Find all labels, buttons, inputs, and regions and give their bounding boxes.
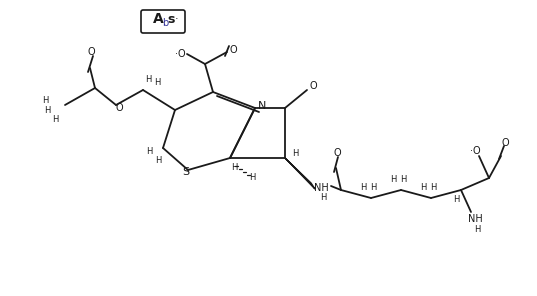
Text: H: H xyxy=(292,149,298,157)
Text: H: H xyxy=(420,184,426,192)
Text: H: H xyxy=(145,75,151,83)
FancyBboxPatch shape xyxy=(141,10,185,33)
Text: H: H xyxy=(370,184,376,192)
Text: H: H xyxy=(320,194,326,202)
Text: O: O xyxy=(87,47,95,57)
Text: H: H xyxy=(155,155,161,165)
Text: .: . xyxy=(175,11,179,21)
Text: H: H xyxy=(400,176,406,184)
Text: N: N xyxy=(258,101,266,111)
Text: H: H xyxy=(231,163,237,173)
Text: H: H xyxy=(44,105,50,115)
Text: ·O: ·O xyxy=(470,146,480,156)
Text: A: A xyxy=(153,12,163,26)
Text: s: s xyxy=(168,12,175,25)
Text: H: H xyxy=(474,224,480,234)
Text: O: O xyxy=(501,138,509,148)
Text: H: H xyxy=(360,184,366,192)
Text: H: H xyxy=(42,96,48,104)
Text: S: S xyxy=(183,167,190,177)
Text: H: H xyxy=(52,115,58,123)
Text: H: H xyxy=(430,184,436,192)
Text: O: O xyxy=(115,103,123,113)
Text: b: b xyxy=(162,18,168,28)
Text: H: H xyxy=(146,147,152,155)
Text: H: H xyxy=(249,173,255,183)
Text: ·O: ·O xyxy=(175,49,185,59)
Text: H: H xyxy=(154,78,160,86)
Text: H: H xyxy=(453,195,459,205)
Polygon shape xyxy=(285,158,315,189)
Text: O: O xyxy=(333,148,341,158)
Text: H: H xyxy=(390,176,396,184)
Text: O: O xyxy=(309,81,317,91)
Text: NH: NH xyxy=(314,183,328,193)
Text: O: O xyxy=(229,45,237,55)
Text: NH: NH xyxy=(468,214,482,224)
